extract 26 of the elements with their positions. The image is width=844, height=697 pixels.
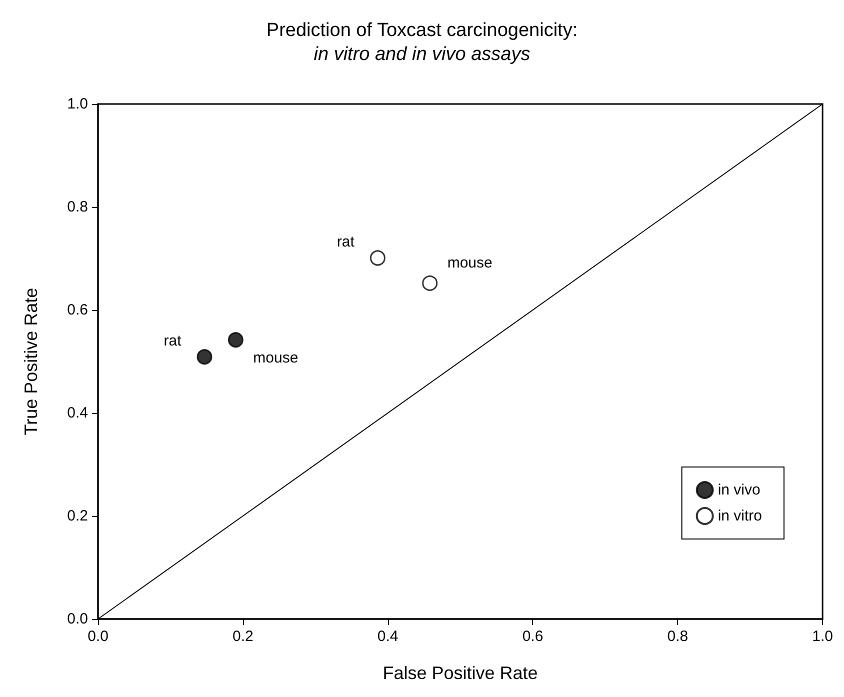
point: [228, 332, 244, 348]
x-axis-title: False Positive Rate: [382, 663, 538, 683]
x-tick-label: 0.0: [88, 628, 108, 645]
annotation: mouse: [447, 254, 492, 272]
x-tick-label: 0.6: [522, 628, 544, 645]
y-tick-label: 0.8: [67, 198, 88, 216]
point: [422, 275, 438, 291]
annotation: rat: [164, 332, 182, 350]
x-tick-label: 0.8: [667, 628, 688, 645]
annotation: mouse: [253, 349, 298, 366]
x-tick-label: 0.4: [377, 628, 398, 645]
point: [196, 349, 212, 365]
chart-title: Prediction of Toxcast carcinogenicity:: [266, 20, 578, 41]
y-tick-label: 1.0: [67, 96, 88, 112]
chart-subtitle: in vitro and in vivo assays: [314, 44, 531, 65]
x-tick-label: 0.2: [232, 628, 254, 645]
x-tick-label: 1.0: [812, 628, 834, 645]
y-tick-label: 0.0: [67, 610, 88, 628]
y-tick-label: 0.4: [67, 404, 88, 422]
annotation: rat: [336, 233, 356, 250]
legend-label: in vitro: [718, 508, 762, 524]
point: [370, 250, 386, 266]
y-tick-label: 0.2: [67, 508, 88, 524]
y-axis-title: True Positive Rate: [21, 288, 41, 436]
y-tick-label: 0.6: [67, 302, 88, 318]
legend-label: in vivo: [718, 482, 760, 498]
